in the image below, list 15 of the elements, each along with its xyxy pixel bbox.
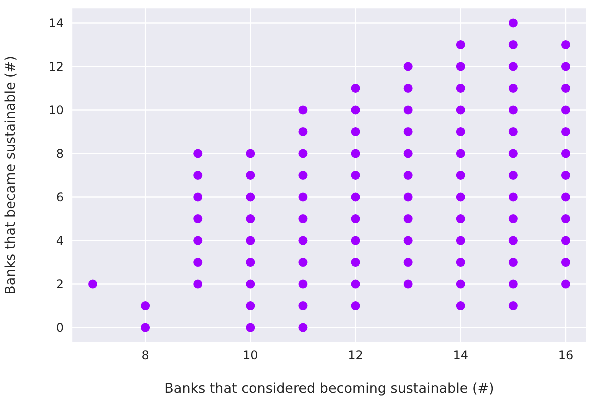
y-tick-label: 14: [48, 16, 64, 30]
y-tick-label: 2: [56, 278, 64, 292]
y-tick-label: 12: [48, 60, 64, 74]
y-axis-title: Banks that became sustainable (#): [2, 56, 19, 295]
x-tick-label: 14: [453, 348, 469, 363]
y-tick-label: 4: [56, 234, 64, 248]
y-tick-label: 10: [48, 104, 64, 118]
y-tick-label: 8: [56, 147, 64, 162]
x-axis-title: Banks that considered becoming sustainable (#): [164, 381, 494, 397]
x-tick-label: 8: [142, 348, 150, 363]
y-tick-label: 0: [56, 321, 64, 336]
x-tick-label: 12: [348, 348, 364, 363]
y-tick-label: 6: [56, 190, 64, 205]
x-tick-label: 10: [243, 348, 258, 363]
x-tick-label: 16: [558, 348, 574, 363]
